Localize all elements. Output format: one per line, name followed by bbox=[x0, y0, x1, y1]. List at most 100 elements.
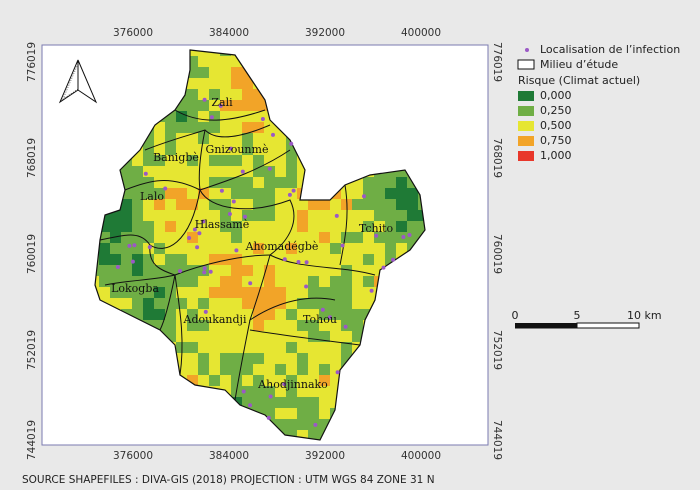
risk-cell bbox=[352, 232, 363, 243]
risk-cell bbox=[352, 210, 363, 221]
risk-cell bbox=[198, 287, 209, 298]
risk-cell bbox=[154, 166, 165, 177]
risk-cell bbox=[99, 232, 110, 243]
risk-cell bbox=[154, 276, 165, 287]
risk-cell bbox=[242, 232, 253, 243]
risk-cell bbox=[275, 166, 286, 177]
risk-cell bbox=[352, 298, 363, 309]
risk-cell bbox=[220, 331, 231, 342]
risk-cell bbox=[264, 144, 275, 155]
risk-cell bbox=[198, 166, 209, 177]
risk-cell bbox=[264, 375, 275, 386]
risk-cell bbox=[242, 298, 253, 309]
risk-cell bbox=[297, 331, 308, 342]
risk-cell bbox=[165, 133, 176, 144]
risk-cell bbox=[352, 309, 363, 320]
infection-point bbox=[304, 260, 309, 265]
risk-cell bbox=[319, 210, 330, 221]
risk-cell bbox=[231, 56, 242, 67]
infection-point bbox=[240, 169, 245, 174]
risk-cell bbox=[275, 353, 286, 364]
risk-cell bbox=[308, 221, 319, 232]
risk-cell bbox=[286, 419, 297, 430]
risk-cell bbox=[352, 254, 363, 265]
risk-cell bbox=[242, 309, 253, 320]
risk-cell bbox=[264, 309, 275, 320]
risk-cell bbox=[132, 309, 143, 320]
risk-cell bbox=[132, 276, 143, 287]
risk-cell bbox=[264, 320, 275, 331]
risk-cell bbox=[132, 210, 143, 221]
risk-cell bbox=[187, 155, 198, 166]
risk-cell bbox=[110, 276, 121, 287]
risk-cell bbox=[264, 408, 275, 419]
risk-cell bbox=[275, 188, 286, 199]
x-coordinate-label: 392000 bbox=[305, 450, 345, 462]
infection-point bbox=[267, 166, 272, 171]
risk-cell bbox=[319, 265, 330, 276]
risk-cell bbox=[143, 133, 154, 144]
legend-label: 0,250 bbox=[540, 104, 572, 117]
risk-cell bbox=[264, 287, 275, 298]
risk-cell bbox=[165, 243, 176, 254]
risk-cell bbox=[143, 276, 154, 287]
risk-cell bbox=[275, 419, 286, 430]
risk-cell bbox=[154, 309, 165, 320]
risk-cell bbox=[385, 177, 396, 188]
infection-point bbox=[132, 243, 137, 248]
infection-point bbox=[334, 213, 339, 218]
risk-cell bbox=[396, 166, 407, 177]
risk-cell bbox=[176, 199, 187, 210]
risk-cell bbox=[242, 331, 253, 342]
risk-cell bbox=[242, 177, 253, 188]
risk-cell bbox=[187, 287, 198, 298]
risk-cell bbox=[341, 298, 352, 309]
risk-cell bbox=[308, 430, 319, 440]
risk-cell bbox=[297, 232, 308, 243]
risk-cell bbox=[220, 67, 231, 78]
infection-point bbox=[243, 214, 247, 219]
infection-point bbox=[163, 186, 168, 191]
risk-cell bbox=[220, 254, 231, 265]
risk-cell bbox=[231, 364, 242, 375]
risk-cell bbox=[209, 100, 220, 111]
risk-cell bbox=[187, 221, 198, 232]
risk-cell bbox=[220, 199, 231, 210]
risk-cell bbox=[407, 232, 418, 243]
risk-cell bbox=[165, 221, 176, 232]
risk-cell bbox=[121, 232, 132, 243]
risk-cell bbox=[352, 221, 363, 232]
risk-cell bbox=[264, 254, 275, 265]
boundary bbox=[249, 329, 361, 346]
legend-label: 0,500 bbox=[540, 119, 572, 132]
risk-cell bbox=[198, 353, 209, 364]
legend-label: 1,000 bbox=[540, 149, 572, 162]
risk-cell bbox=[253, 122, 264, 133]
risk-cell bbox=[176, 210, 187, 221]
risk-cell bbox=[253, 353, 264, 364]
risk-cell bbox=[154, 177, 165, 188]
risk-cell bbox=[198, 155, 209, 166]
risk-cell bbox=[330, 375, 341, 386]
risk-cell bbox=[396, 221, 407, 232]
risk-cell bbox=[220, 243, 231, 254]
risk-cell bbox=[319, 397, 330, 408]
infection-point bbox=[320, 307, 325, 312]
risk-cell bbox=[220, 353, 231, 364]
risk-cell bbox=[253, 254, 264, 265]
risk-cell bbox=[132, 155, 143, 166]
risk-cell bbox=[264, 133, 275, 144]
risk-cell bbox=[264, 188, 275, 199]
risk-cell bbox=[165, 265, 176, 276]
risk-cell bbox=[187, 56, 198, 67]
risk-cell bbox=[198, 309, 209, 320]
place-name: Lalo bbox=[140, 190, 164, 203]
risk-cell bbox=[143, 199, 154, 210]
risk-cell bbox=[253, 199, 264, 210]
risk-cell bbox=[110, 254, 121, 265]
risk-cell bbox=[297, 364, 308, 375]
risk-cell bbox=[297, 353, 308, 364]
risk-cell bbox=[154, 188, 165, 199]
risk-cell bbox=[308, 386, 319, 397]
risk-cell bbox=[187, 78, 198, 89]
